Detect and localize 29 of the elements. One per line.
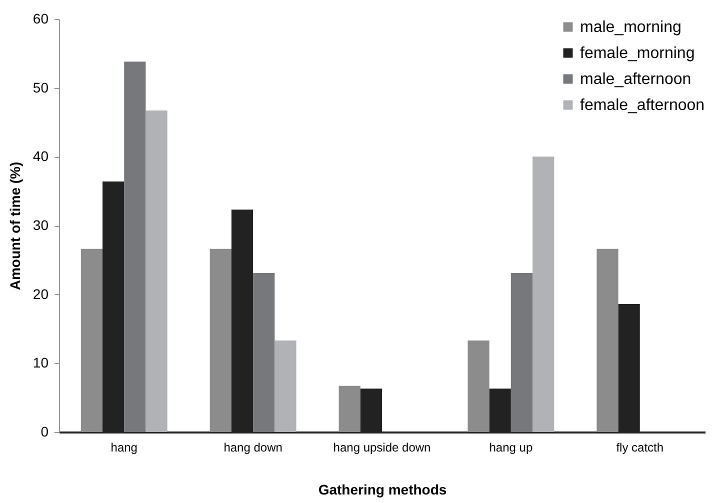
y-tick-label: 10 bbox=[32, 354, 49, 371]
bar bbox=[596, 248, 618, 432]
x-tick-label: hang down bbox=[224, 440, 282, 454]
bar bbox=[510, 272, 533, 432]
y-tick-label: 20 bbox=[32, 286, 49, 302]
legend-label: female_afternoon bbox=[580, 97, 705, 114]
y-tick-label: 30 bbox=[32, 217, 49, 233]
y-tick-label: 60 bbox=[32, 10, 49, 26]
x-tick-label: hang bbox=[110, 440, 138, 454]
x-tick-label: fly catcth bbox=[616, 440, 664, 454]
x-axis-title: Gathering methods bbox=[318, 482, 447, 498]
bar bbox=[124, 62, 146, 432]
bar bbox=[338, 386, 360, 432]
legend-label: male_afternoon bbox=[580, 71, 692, 88]
y-axis-title: Amount of time (%) bbox=[6, 162, 23, 290]
y-tick-label: 0 bbox=[40, 424, 49, 440]
bar bbox=[274, 340, 296, 432]
legend-label: male_morning bbox=[580, 19, 682, 36]
bar bbox=[253, 272, 275, 432]
y-tick-label: 40 bbox=[32, 148, 49, 164]
x-tick-label: hang up bbox=[489, 440, 533, 454]
legend-label: female_morning bbox=[580, 45, 695, 62]
bar bbox=[532, 156, 554, 432]
bar bbox=[146, 110, 168, 432]
x-tick-label: hang upside down bbox=[333, 440, 431, 454]
bar bbox=[210, 248, 232, 432]
y-tick-label: 50 bbox=[32, 79, 49, 96]
bar bbox=[80, 248, 103, 432]
bar bbox=[468, 340, 490, 432]
